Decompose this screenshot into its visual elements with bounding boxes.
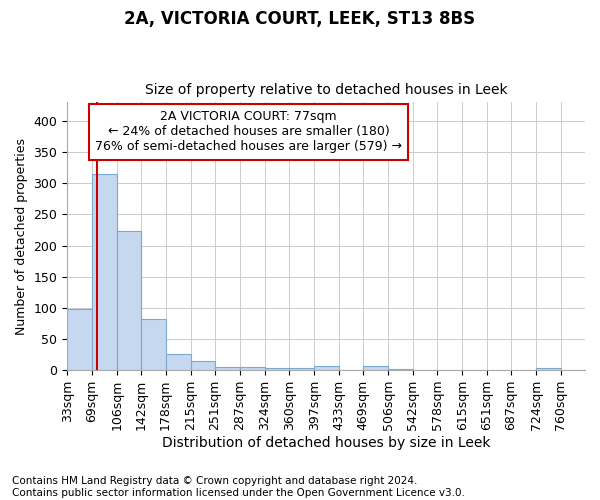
Title: Size of property relative to detached houses in Leek: Size of property relative to detached ho… — [145, 83, 508, 97]
Y-axis label: Number of detached properties: Number of detached properties — [15, 138, 28, 334]
Text: 2A, VICTORIA COURT, LEEK, ST13 8BS: 2A, VICTORIA COURT, LEEK, ST13 8BS — [124, 10, 476, 28]
Bar — [67, 309, 92, 370]
Bar — [116, 230, 141, 370]
Bar — [536, 368, 560, 370]
Bar — [92, 174, 116, 370]
Text: 2A VICTORIA COURT: 77sqm
← 24% of detached houses are smaller (180)
76% of semi-: 2A VICTORIA COURT: 77sqm ← 24% of detach… — [95, 110, 402, 154]
Bar — [239, 367, 265, 370]
X-axis label: Distribution of detached houses by size in Leek: Distribution of detached houses by size … — [162, 436, 490, 450]
Bar — [191, 362, 215, 370]
Bar — [265, 368, 289, 370]
Bar — [314, 366, 338, 370]
Bar — [388, 369, 413, 370]
Bar — [166, 354, 191, 370]
Bar — [141, 319, 166, 370]
Bar — [215, 367, 239, 370]
Text: Contains HM Land Registry data © Crown copyright and database right 2024.
Contai: Contains HM Land Registry data © Crown c… — [12, 476, 465, 498]
Bar — [289, 368, 314, 370]
Bar — [363, 366, 388, 370]
